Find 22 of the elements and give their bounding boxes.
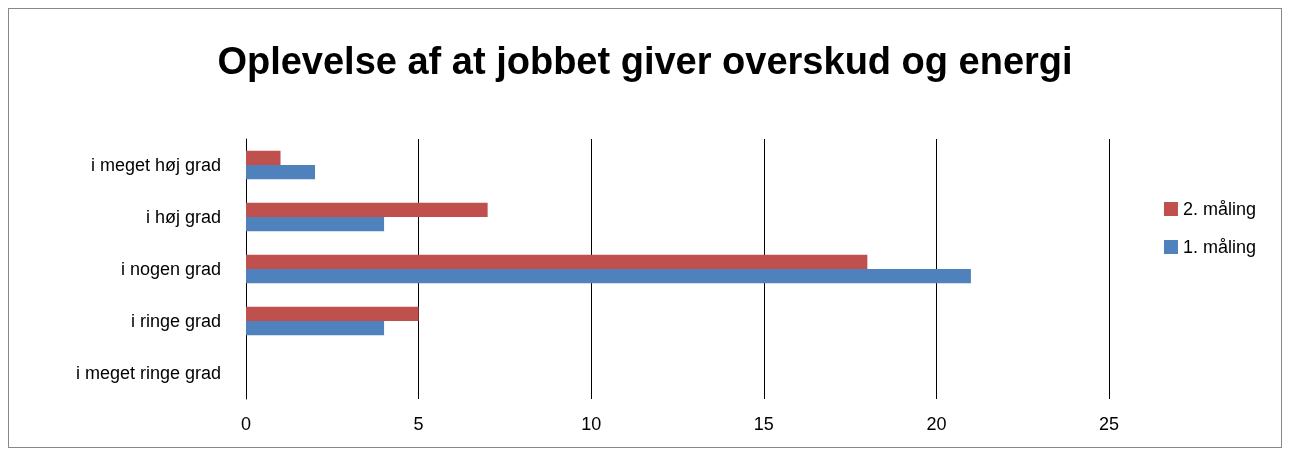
y-tick-label: i meget ringe grad xyxy=(75,363,221,383)
x-tick-label: 25 xyxy=(1098,414,1120,434)
x-tick-label: 20 xyxy=(926,414,947,434)
legend-label: 2. måling xyxy=(1182,199,1257,219)
y-tick-label: i ringe grad xyxy=(130,311,221,331)
y-tick-label: i nogen grad xyxy=(120,259,221,279)
x-tick-label: 5 xyxy=(413,414,424,434)
bar xyxy=(246,165,316,180)
chart-title: Oplevelse af at jobbet giver overskud og energi xyxy=(217,40,1073,82)
legend-label: 1. måling xyxy=(1182,237,1257,257)
bar xyxy=(246,217,385,232)
y-tick-label: i meget høj grad xyxy=(90,155,221,175)
bar xyxy=(246,254,868,269)
y-tick-label: i høj grad xyxy=(145,207,221,227)
bar xyxy=(246,202,488,217)
x-tick-label: 0 xyxy=(240,414,252,434)
x-tick-label: 15 xyxy=(753,414,774,434)
bar xyxy=(246,150,281,165)
bar xyxy=(246,269,971,284)
bar xyxy=(246,321,385,336)
bar xyxy=(246,306,419,321)
x-tick-label: 10 xyxy=(581,414,602,434)
